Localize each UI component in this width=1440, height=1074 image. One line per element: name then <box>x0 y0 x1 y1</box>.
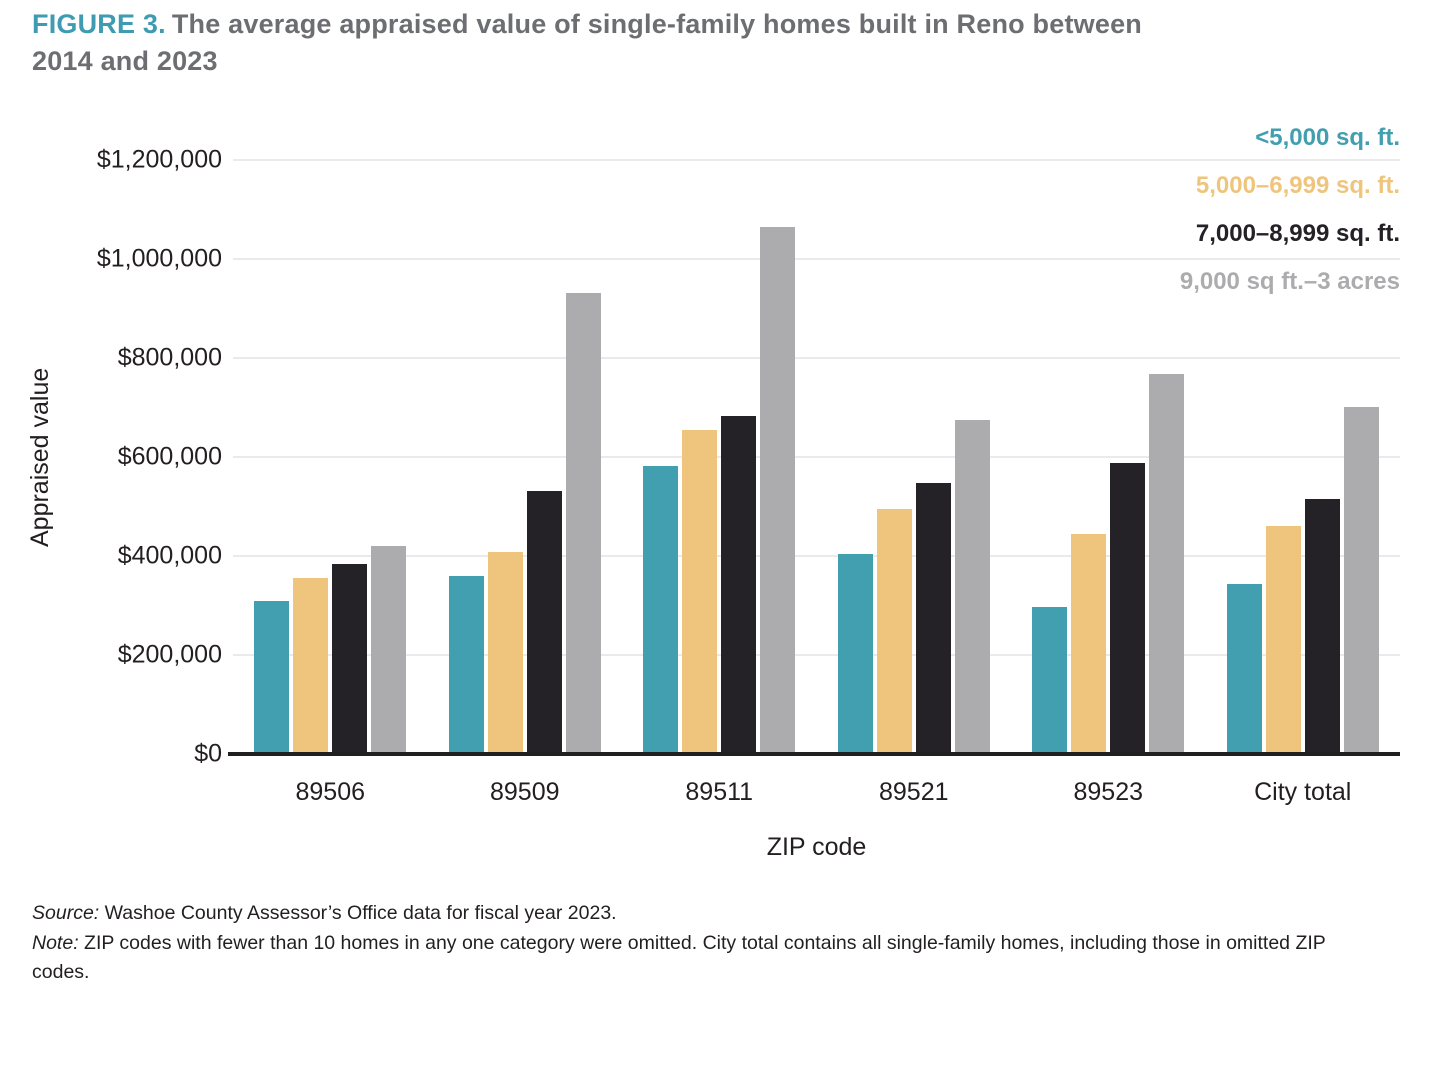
x-tick-label: 89511 <box>685 778 754 806</box>
gridline <box>233 555 1400 557</box>
bar-group <box>817 160 1012 754</box>
legend-item: 9,000 sq ft.–3 acres <box>1179 268 1400 295</box>
source-label: Source: <box>32 902 100 924</box>
bar <box>1265 525 1301 754</box>
note-line: Note: ZIP codes with fewer than 10 homes… <box>32 929 1364 988</box>
bar-group <box>622 160 817 754</box>
bar <box>565 292 601 754</box>
note-label: Note: <box>32 931 79 954</box>
bar <box>954 419 990 754</box>
bar <box>876 509 912 754</box>
y-tick-label: $400,000 <box>117 541 222 570</box>
y-tick-label: $0 <box>194 739 222 768</box>
bar-series-area <box>233 160 1400 754</box>
gridline <box>233 456 1400 458</box>
bar <box>1032 607 1068 754</box>
x-tick-label: City total <box>1254 778 1352 806</box>
bar <box>1149 373 1185 754</box>
bar <box>371 545 407 754</box>
gridline <box>233 654 1400 656</box>
bar <box>837 553 873 754</box>
bar <box>682 429 718 754</box>
y-tick-label: $800,000 <box>117 343 222 372</box>
x-axis-line <box>228 752 1400 756</box>
footnotes: Source: Washoe County Assessor’s Office … <box>32 899 1364 988</box>
x-axis-tick-labels: 89506 89509 89511 89521 89523 City total <box>233 778 1400 807</box>
note-text: ZIP codes with fewer than 10 homes in an… <box>32 931 1326 984</box>
gridline <box>233 357 1400 359</box>
bar <box>1304 499 1340 754</box>
bar-group <box>233 160 428 754</box>
bar <box>448 576 484 754</box>
bar <box>332 564 368 754</box>
bar-group <box>1206 160 1401 754</box>
legend-item: 7,000–8,999 sq. ft. <box>1195 220 1400 247</box>
legend-item: 5,000–6,999 sq. ft. <box>1195 172 1400 199</box>
figure-number: FIGURE 3. <box>32 9 166 39</box>
source-text: Washoe County Assessor’s Office data for… <box>104 902 617 924</box>
legend-item: <5,000 sq. ft. <box>1255 124 1400 151</box>
figure-title-line2: 2014 and 2023 <box>32 46 218 76</box>
y-tick-label: $200,000 <box>117 640 222 669</box>
bar-group <box>428 160 623 754</box>
bar <box>487 551 523 754</box>
bar <box>760 227 796 754</box>
x-tick-label: 89523 <box>1073 778 1144 806</box>
bar <box>526 491 562 754</box>
bar-group <box>1011 160 1206 754</box>
gridline <box>233 258 1400 260</box>
gridline <box>233 159 1400 161</box>
x-axis-title: ZIP code <box>766 833 867 861</box>
x-tick-label: 89506 <box>295 778 366 806</box>
legend: <5,000 sq. ft. 5,000–6,999 sq. ft. 7,000–8… <box>1180 114 1400 306</box>
plot-area <box>228 159 1400 756</box>
y-tick-label: $1,000,000 <box>96 244 222 273</box>
y-tick-label: $1,200,000 <box>96 145 222 174</box>
bar <box>915 483 951 754</box>
bar <box>1343 407 1379 754</box>
bar <box>293 578 329 754</box>
y-axis-tick-labels: $0 $200,000 $400,000 $600,000 $800,000 $1,000… <box>0 146 222 768</box>
bar <box>643 465 679 754</box>
source-line: Source: Washoe County Assessor’s Office … <box>32 899 1364 929</box>
bar <box>1071 533 1107 754</box>
bar <box>1110 463 1146 754</box>
figure-title-line1: The average appraised value of single-fa… <box>171 9 1142 39</box>
y-tick-label: $600,000 <box>117 442 222 471</box>
figure-title: FIGURE 3. The average appraised value of … <box>32 6 1142 80</box>
x-tick-label: 89521 <box>878 778 949 806</box>
bar <box>1226 584 1262 754</box>
bar <box>721 416 757 754</box>
bar <box>254 600 290 754</box>
x-tick-label: 89509 <box>489 778 560 806</box>
